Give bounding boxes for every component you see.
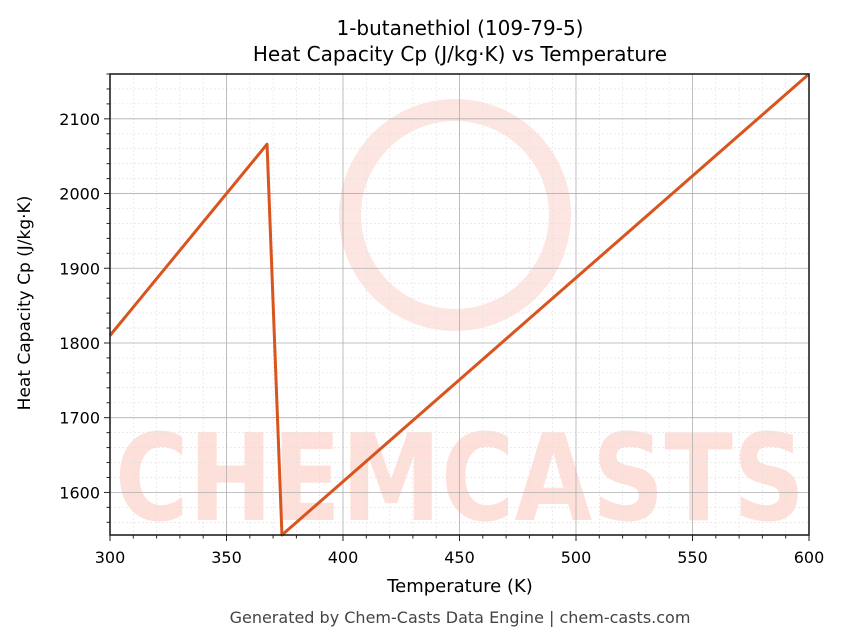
x-tick-label: 350 [211,548,242,567]
x-tick-label: 600 [794,548,825,567]
x-tick-label: 400 [328,548,359,567]
y-tick-label: 1900 [59,259,100,278]
watermark-text: CHEMCASTS [115,410,805,549]
x-tick-label: 500 [561,548,592,567]
data-line-cp [108,72,810,537]
y-tick-label: 1800 [59,334,100,353]
y-tick-label: 1700 [59,409,100,428]
y-tick-label: 2000 [59,185,100,204]
chart-title-line1: 1-butanethiol (109-79-5) [336,16,584,40]
y-tick-label: 1600 [59,483,100,502]
y-tick-label: 2100 [59,110,100,129]
x-tick-label: 300 [95,548,126,567]
x-axis-label: Temperature (K) [387,576,533,597]
y-axis-label: Heat Capacity Cp (J/kg·K) [15,195,35,411]
x-tick-label: 450 [444,548,475,567]
watermark-logo-icon [339,99,571,331]
footer-credit: Generated by Chem-Casts Data Engine | ch… [229,608,691,627]
x-tick-label: 550 [677,548,708,567]
chart-title-line2: Heat Capacity Cp (J/kg·K) vs Temperature [252,42,668,66]
